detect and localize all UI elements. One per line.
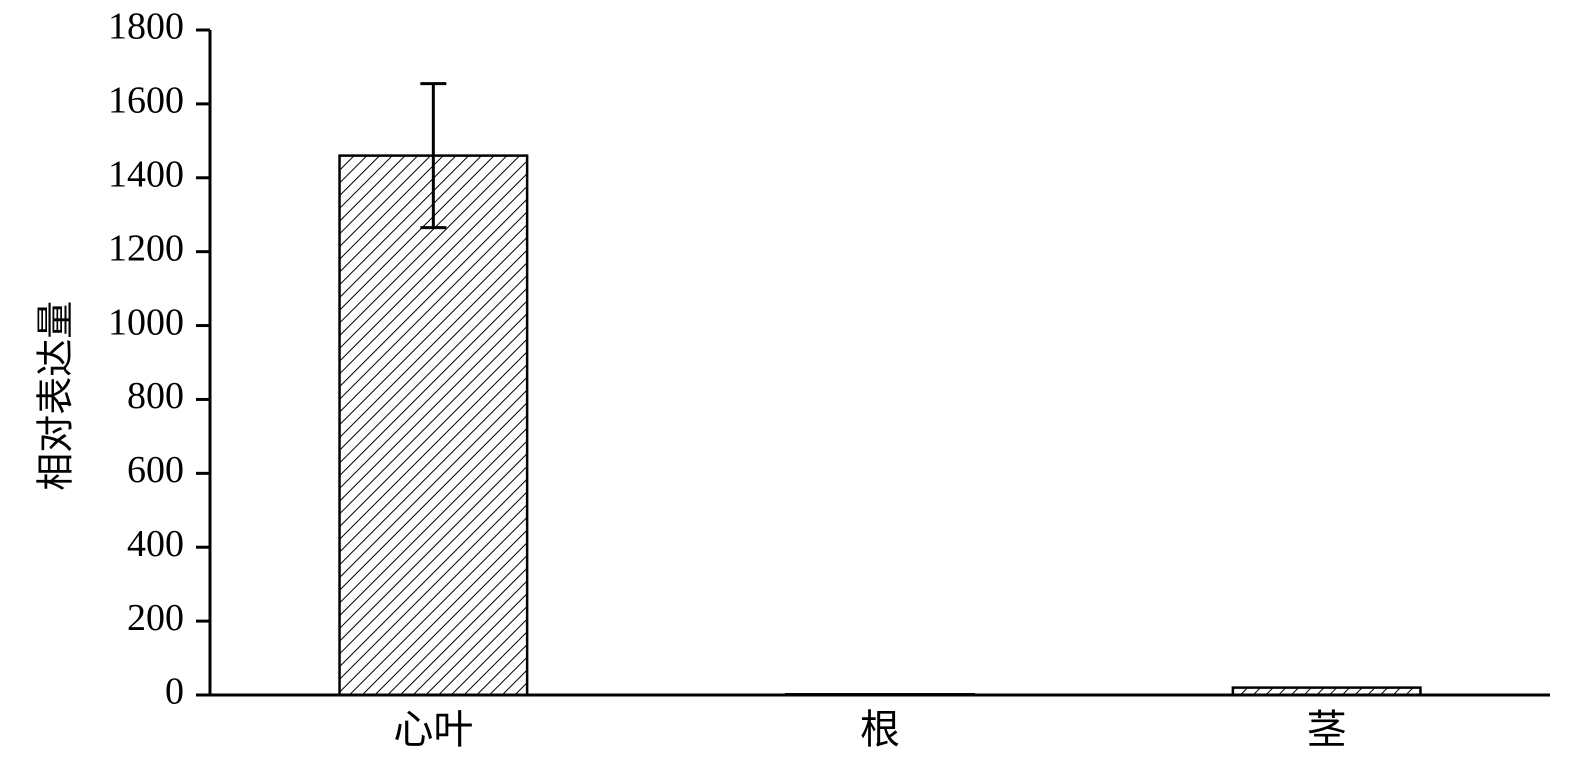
ytick-label: 200: [127, 597, 184, 639]
ytick-label: 800: [127, 375, 184, 417]
ytick-label: 400: [127, 523, 184, 565]
chart-svg: 0 200 400 600 800 1000 1200 1400 1600 1800 相对表达量心叶…: [0, 0, 1590, 765]
ytick-label: 1800: [108, 6, 184, 48]
ytick-label: 1200: [108, 227, 184, 269]
bar: [1233, 688, 1421, 695]
ytick-label: 1400: [108, 153, 184, 195]
category-label: 心叶: [393, 707, 473, 752]
expression-bar-chart: 0 200 400 600 800 1000 1200 1400 1600 1800 相对表达量心叶…: [0, 0, 1590, 765]
y-axis-label: 相对表达量: [36, 301, 78, 491]
ytick-label: 1000: [108, 301, 184, 343]
ytick-label: 600: [127, 449, 184, 491]
ytick-label: 0: [165, 671, 184, 713]
bar: [340, 156, 528, 695]
bar: [786, 694, 974, 695]
category-label: 根: [860, 707, 900, 752]
category-label: 茎: [1307, 707, 1347, 752]
ytick-label: 1600: [108, 80, 184, 122]
